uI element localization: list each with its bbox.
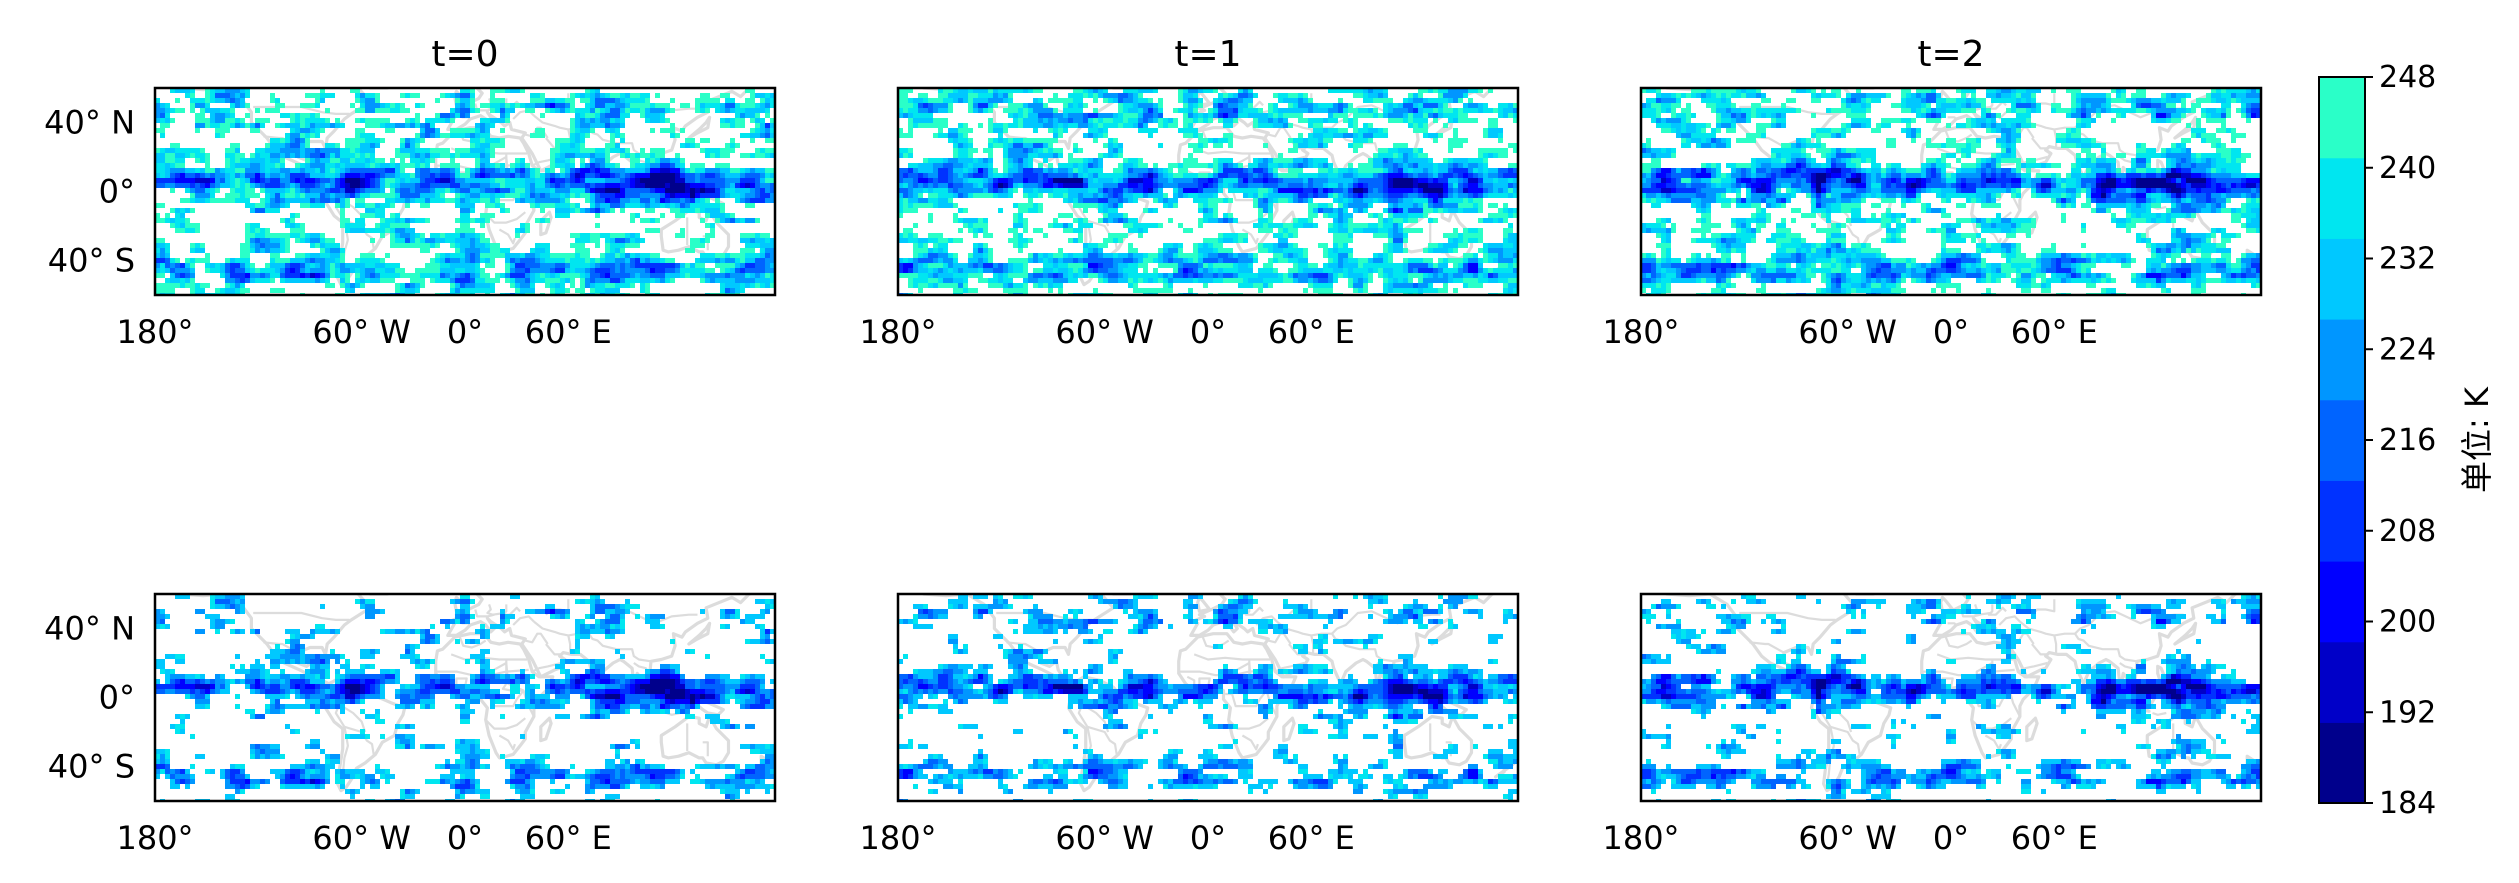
x-tick-label: 60° W (312, 819, 411, 857)
x-tick-label: 60° E (2011, 819, 2098, 857)
map-panel: t=1 180° 60° W 0° 60° E (859, 34, 1520, 351)
y-tick-label: 0° (99, 173, 135, 211)
x-tick-label: 60° W (1055, 313, 1154, 351)
colorbar-tick-label: 192 (2379, 695, 2436, 730)
colorbar-label: 单位: K (2458, 386, 2496, 493)
colorbar-tick-label: 184 (2379, 786, 2436, 821)
colorbar-segment (2319, 77, 2365, 159)
y-tick-label: 40° N (44, 610, 135, 648)
colorbar-segment (2319, 722, 2365, 804)
brightness-temperature-field (155, 88, 775, 295)
brightness-temperature-field (1641, 594, 2261, 801)
x-tick-label: 0° (447, 819, 483, 857)
x-tick-label: 180° (859, 819, 936, 857)
y-tick-label: 40° S (48, 748, 135, 786)
x-tick-label: 180° (1602, 313, 1679, 351)
colorbar-tick-label: 224 (2379, 332, 2436, 367)
x-tick-label: 60° E (525, 819, 612, 857)
panel-frame (153, 86, 777, 297)
y-tick-label: 0° (99, 679, 135, 717)
map-panel: 180° 60° W 0° 60° E (859, 592, 1520, 857)
colorbar-tick-label: 248 (2379, 60, 2436, 95)
y-tick-label: 40° N (44, 104, 135, 142)
colorbar-tick-label: 240 (2379, 151, 2436, 186)
x-tick-label: 0° (447, 313, 483, 351)
colorbar-tick-label: 200 (2379, 605, 2436, 640)
panel-frame (896, 86, 1520, 297)
x-tick-label: 60° W (1798, 819, 1897, 857)
x-tick-label: 180° (116, 313, 193, 351)
x-tick-label: 0° (1933, 819, 1969, 857)
map-panel: 40° N 0° 40° S 180° 60° W 0° 60° E (44, 592, 777, 857)
x-tick-label: 60° E (1268, 313, 1355, 351)
y-tick-label: 40° S (48, 242, 135, 280)
brightness-temperature-field (1641, 88, 2261, 295)
colorbar-tick-label: 216 (2379, 423, 2436, 458)
x-tick-label: 60° E (1268, 819, 1355, 857)
panel-frame (153, 592, 777, 803)
panel-title: t=1 (1174, 34, 1241, 75)
x-tick-label: 60° W (312, 313, 411, 351)
panel-title: t=0 (431, 34, 498, 75)
x-tick-label: 0° (1933, 313, 1969, 351)
x-tick-label: 180° (116, 819, 193, 857)
panel-frame (1639, 86, 2263, 297)
panel-frame (896, 592, 1520, 803)
map-panel: t=2 180° 60° W 0° 60° E (1602, 34, 2263, 351)
x-tick-label: 180° (1602, 819, 1679, 857)
colorbar-segment (2319, 157, 2365, 239)
colorbar-segment (2319, 480, 2365, 562)
brightness-temperature-field (898, 88, 1518, 295)
colorbar-segment (2319, 561, 2365, 643)
colorbar-tick-label: 232 (2379, 242, 2436, 277)
brightness-temperature-field (155, 594, 775, 801)
colorbar-segment (2319, 399, 2365, 481)
map-panel: t=0 40° N 0° 40° S 180° 60° W 0° 60° E (44, 34, 777, 351)
colorbar-segment (2319, 641, 2365, 723)
map-panel: 180° 60° W 0° 60° E (1602, 592, 2263, 857)
colorbar-segment (2319, 238, 2365, 320)
x-tick-label: 180° (859, 313, 936, 351)
brightness-temperature-field (898, 594, 1518, 801)
panel-frame (1639, 592, 2263, 803)
x-tick-label: 0° (1190, 313, 1226, 351)
x-tick-label: 60° E (2011, 313, 2098, 351)
x-tick-label: 60° E (525, 313, 612, 351)
colorbar-tick-label: 208 (2379, 514, 2436, 549)
x-tick-label: 60° W (1055, 819, 1154, 857)
x-tick-label: 0° (1190, 819, 1226, 857)
colorbar-segment (2319, 319, 2365, 401)
x-tick-label: 60° W (1798, 313, 1897, 351)
panel-title: t=2 (1917, 34, 1984, 75)
colorbar: 184 192 200 208 216 224 232 240 248 单位: K (2318, 60, 2496, 821)
